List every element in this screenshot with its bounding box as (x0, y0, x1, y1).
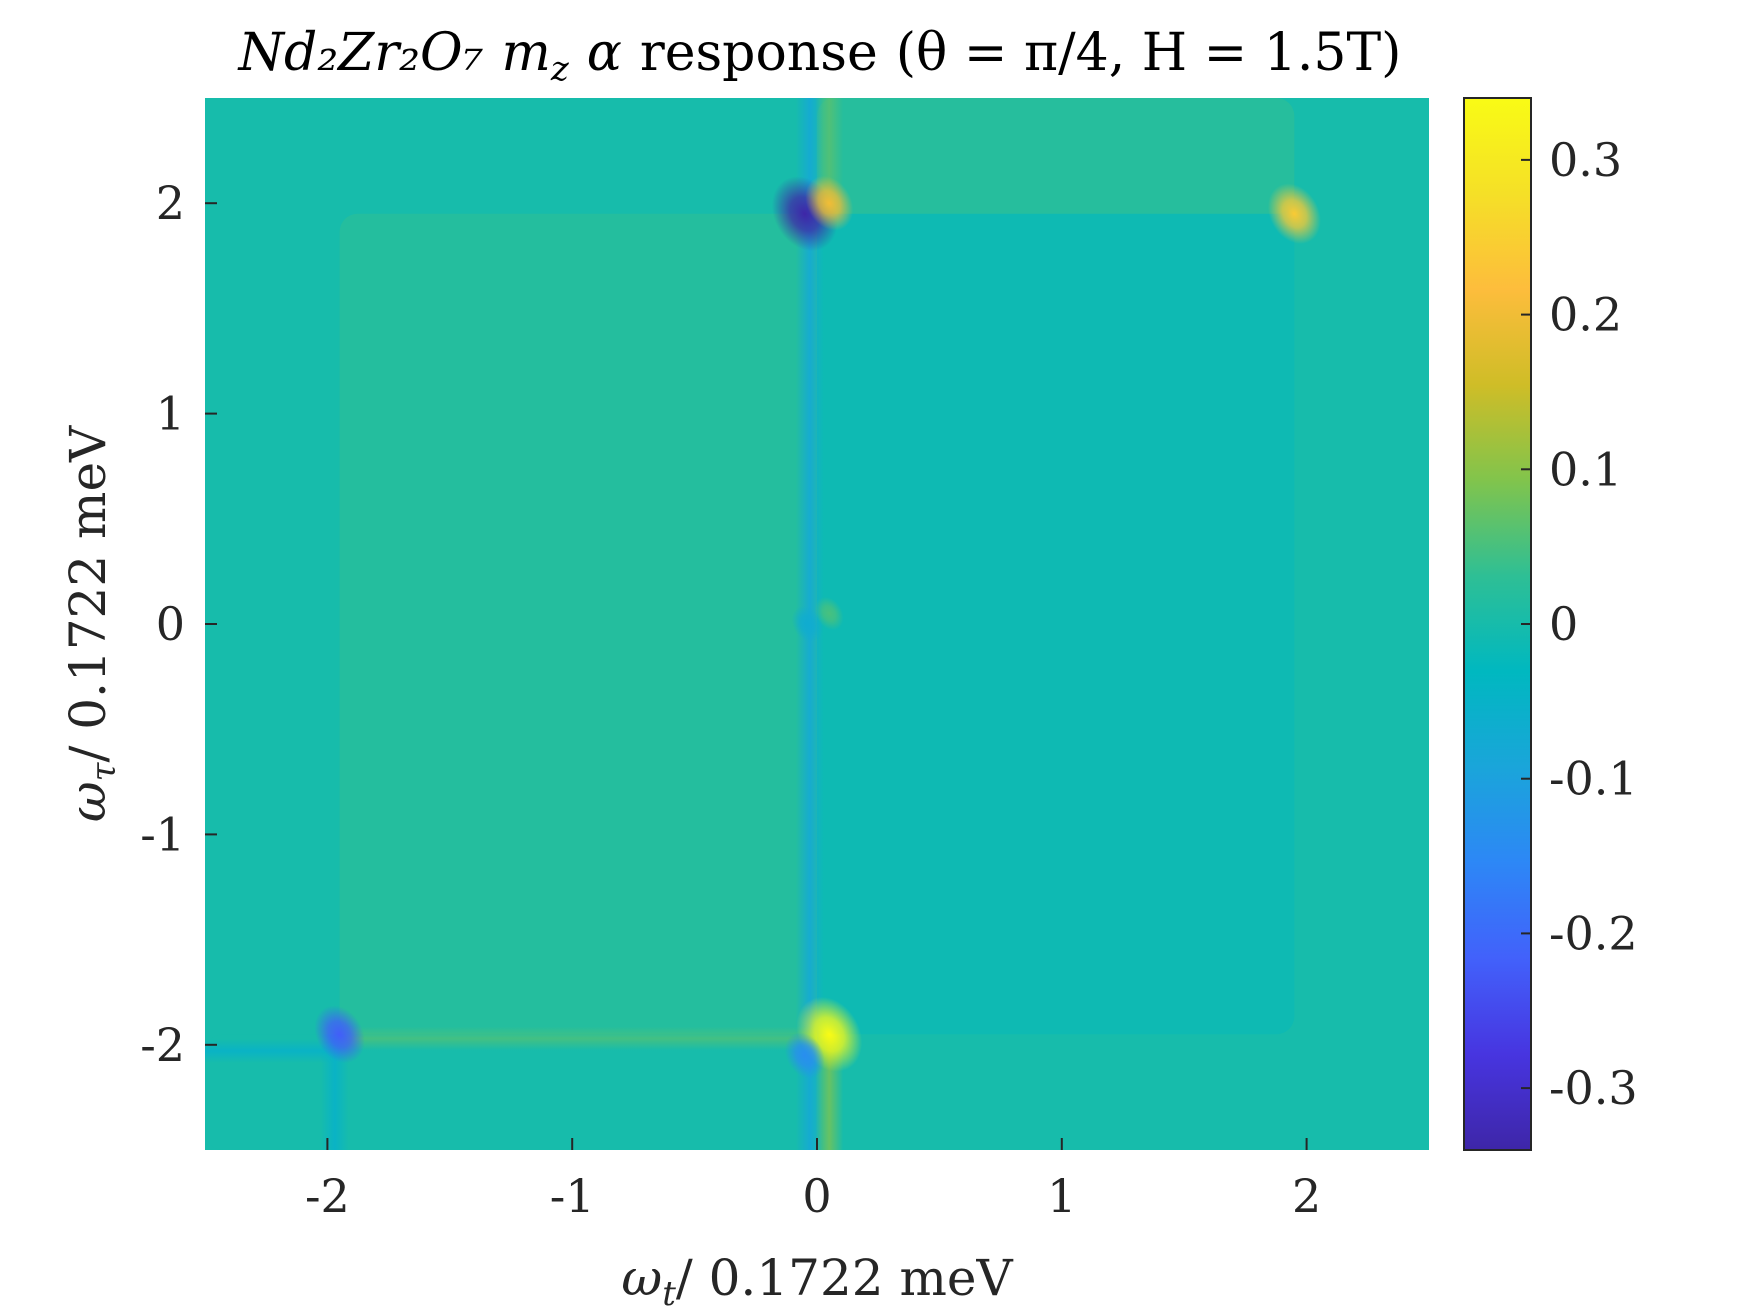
title-component-sub: z (550, 49, 570, 89)
ylabel-subscript: τ (84, 761, 124, 781)
ylabel-rest: / 0.1722 meV (59, 425, 117, 763)
colorbar-ticks: 0.3 0.2 0.1 0 -0.1 -0.2 -0.3 (1521, 133, 1638, 1115)
heatmap-plot-area (205, 98, 1429, 1150)
heatmap-region-2 (817, 98, 1295, 214)
heatmap-peak-2 (1267, 183, 1321, 244)
title-word: response (640, 23, 878, 83)
heatmap-peak-7 (814, 596, 844, 631)
y-tick-label: -2 (140, 1018, 185, 1072)
title-material: Nd₂Zr₂O₇ (237, 23, 484, 83)
xlabel-symbol: ω (621, 1249, 662, 1307)
x-tick-label: 1 (1047, 1169, 1076, 1223)
title-component: m (502, 23, 551, 83)
x-tick-label: 2 (1292, 1169, 1321, 1223)
colorbar-tick-label: 0.3 (1549, 133, 1622, 187)
title-params: (θ = π/4, H = 1.5T) (896, 23, 1402, 83)
colorbar-tick-label: -0.3 (1549, 1061, 1638, 1115)
x-tick-label: -1 (550, 1169, 595, 1223)
heatmap-region-1 (817, 213, 1295, 1035)
x-tick-label: 0 (802, 1169, 831, 1223)
heatmap-peaks (314, 175, 1321, 1079)
colorbar-tick-label: -0.2 (1549, 906, 1638, 960)
colorbar: 0.3 0.2 0.1 0 -0.1 -0.2 -0.3 (1463, 97, 1638, 1151)
title-greek: α (587, 23, 622, 83)
xlabel-subscript: t (662, 1274, 676, 1313)
ylabel-symbol: ω (59, 781, 117, 822)
xlabel-rest: / 0.1722 meV (676, 1249, 1014, 1307)
y-axis-ticks: -2 -1 0 1 2 (140, 176, 217, 1072)
heatmap-region-3 (205, 1034, 340, 1150)
heatmap-peak-6 (791, 605, 823, 643)
chart-title: Nd₂Zr₂O₇ mz α response (θ = π/4, H = 1.5T) (237, 23, 1402, 89)
heatmap-regions (205, 98, 1295, 1150)
y-tick-label: 1 (156, 387, 185, 441)
heatmap-peak-1 (805, 175, 854, 231)
heatmap-region-0 (339, 213, 817, 1035)
x-axis-ticks: -2 -1 0 1 2 (305, 1138, 1321, 1223)
colorbar-tick-label: 0.1 (1549, 442, 1622, 496)
y-tick-label: 0 (156, 597, 185, 651)
heatmap-streak-4 (205, 1039, 340, 1064)
x-tick-label: -2 (305, 1169, 350, 1223)
colorbar-tick-label: 0.2 (1549, 288, 1622, 342)
x-axis-label: ωt/ 0.1722 meV (621, 1249, 1013, 1313)
y-tick-label: 2 (156, 176, 185, 230)
colorbar-tick-label: -0.1 (1549, 752, 1638, 806)
heatmap-peak-4 (784, 1032, 825, 1079)
colorbar-tick-label: 0 (1549, 597, 1578, 651)
y-tick-label: -1 (140, 807, 185, 861)
colorbar-gradient (1463, 97, 1532, 1151)
y-axis-label: ωτ/ 0.1722 meV (59, 425, 124, 822)
heatmap-streak-3 (339, 1026, 817, 1051)
heatmap-peak-5 (314, 1005, 365, 1064)
